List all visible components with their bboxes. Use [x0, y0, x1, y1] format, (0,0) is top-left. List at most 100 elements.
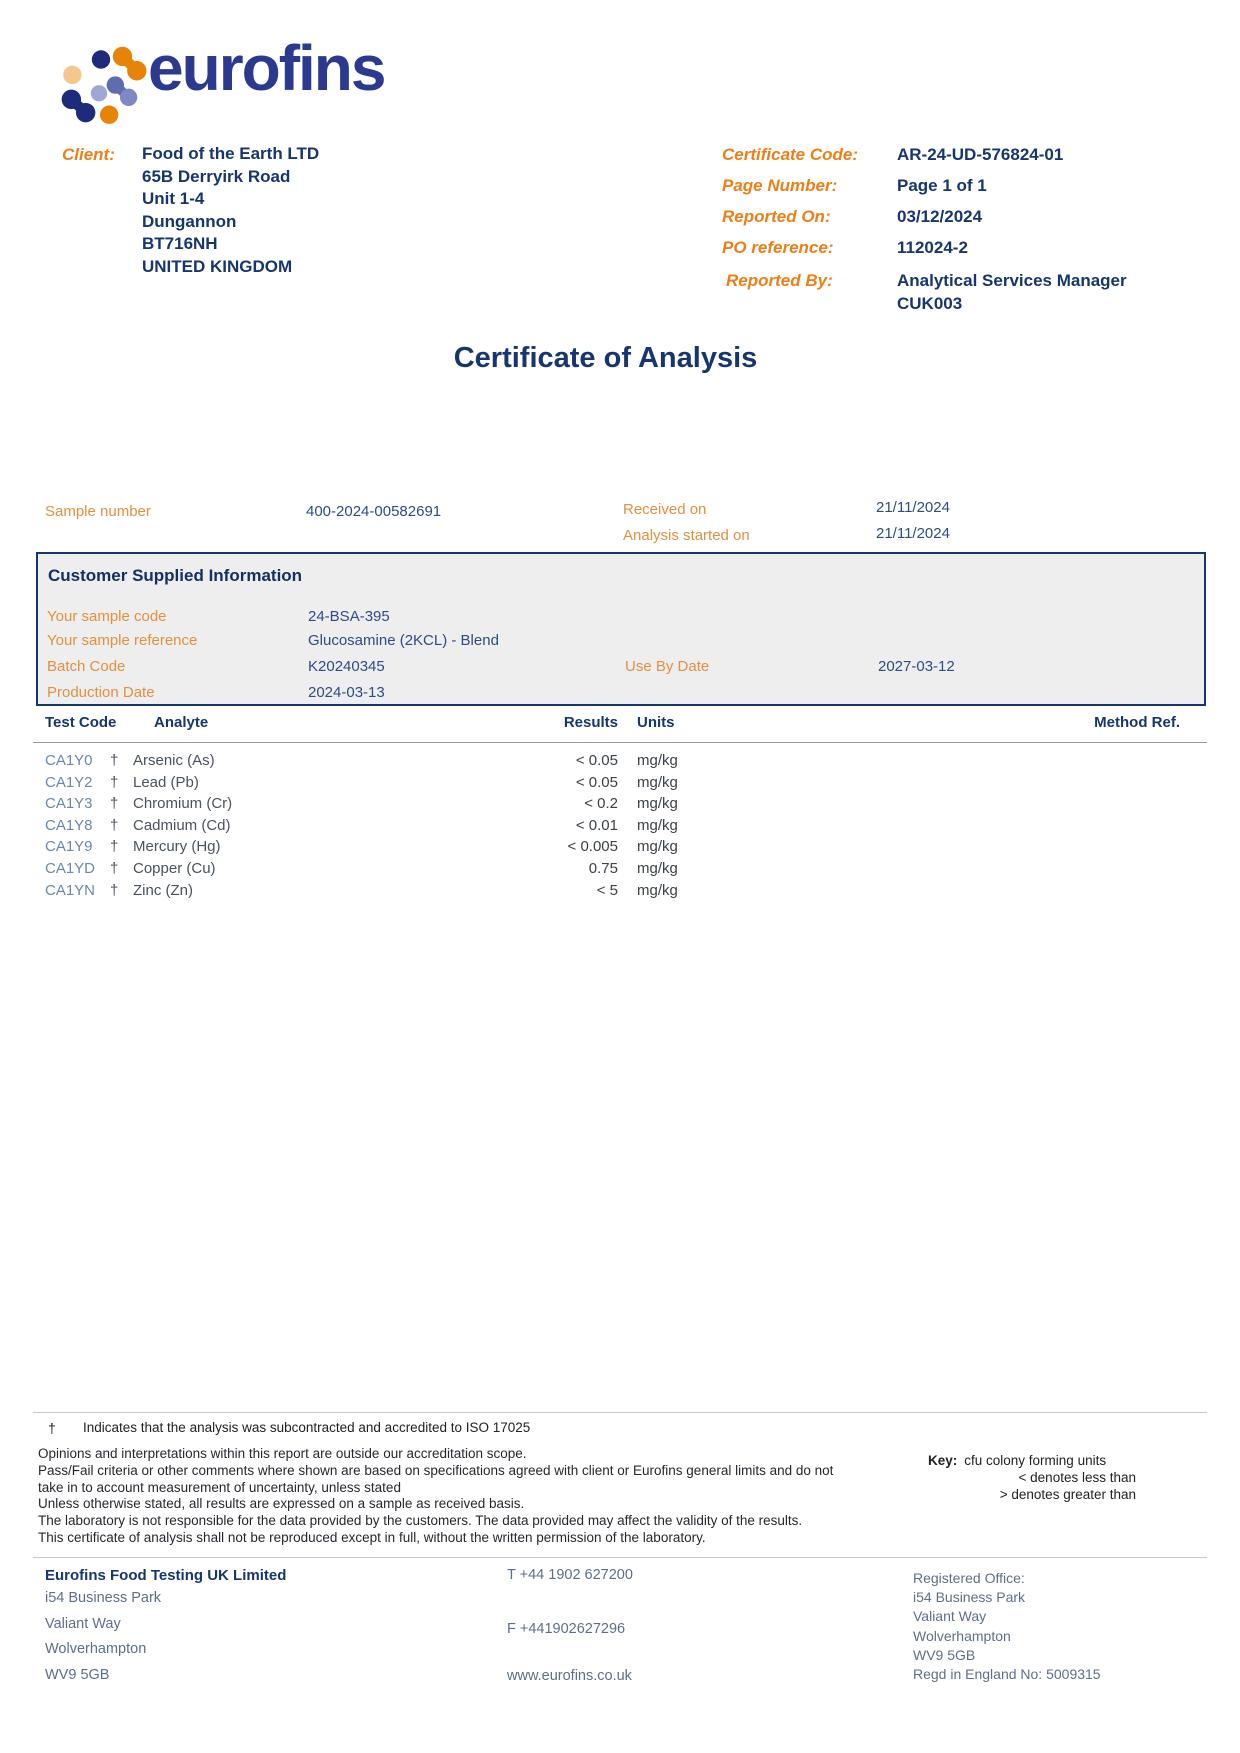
sample-reference-value: Glucosamine (2KCL) - Blend [308, 632, 499, 649]
analyte: Mercury (Hg) [133, 838, 221, 856]
footer-registered-office: Registered Office: i54 Business Park Val… [913, 1569, 1101, 1684]
analyte: Chromium (Cr) [133, 795, 233, 813]
table-row: CA1Y0 † Arsenic (As) < 0.05 mg/kg [33, 752, 1207, 774]
header-analyte: Analyte [154, 714, 209, 731]
sample-reference-label: Your sample reference [47, 632, 198, 649]
disclaimer-line: This certificate of analysis shall not b… [38, 1529, 706, 1545]
test-code: CA1YD [45, 859, 96, 877]
dagger-note: Indicates that the analysis was subcontr… [83, 1420, 531, 1435]
customer-supplied-info-box: Customer Supplied Information Your sampl… [36, 552, 1206, 706]
footer-contact: T +44 1902 627200 F +441902627296 www.eu… [507, 1567, 633, 1684]
eurofins-logo-text: eurofins [148, 32, 386, 104]
key-label: Key: [928, 1453, 958, 1468]
table-row: CA1Y2 † Lead (Pb) < 0.05 mg/kg [33, 774, 1207, 796]
use-by-date-value: 2027-03-12 [878, 658, 955, 675]
footer-company-name: Eurofins Food Testing UK Limited [45, 1567, 287, 1584]
dagger-icon: † [110, 838, 119, 856]
table-row: CA1YN † Zinc (Zn) < 5 mg/kg [33, 882, 1207, 904]
received-on-value: 21/11/2024 [876, 499, 950, 516]
reported-on-value: 03/12/2024 [897, 207, 983, 226]
received-on-label: Received on [623, 501, 707, 518]
header-method-ref: Method Ref. [1094, 714, 1180, 731]
header-units: Units [637, 714, 675, 731]
registered-office-line: Valiant Way [913, 1608, 987, 1625]
result-units: mg/kg [637, 838, 678, 856]
certificate-code-value: AR-24-UD-576824-01 [897, 145, 1064, 164]
certificate-code-label: Certificate Code: [722, 145, 859, 164]
eurofins-logo [55, 36, 147, 133]
page-title: Certificate of Analysis [453, 342, 758, 374]
sample-code-label: Your sample code [47, 608, 167, 625]
customer-supplied-info-title: Customer Supplied Information [48, 566, 303, 585]
footer-website: www.eurofins.co.uk [507, 1668, 632, 1684]
result-units: mg/kg [637, 752, 678, 769]
disclaimer-line: Opinions and interpretations within this… [38, 1446, 527, 1461]
table-row: CA1Y3 † Chromium (Cr) < 0.2 mg/kg [33, 795, 1207, 817]
footer-address-line: Valiant Way [45, 1615, 121, 1632]
results-table: Test Code Analyte Results Units Method R… [33, 714, 1207, 903]
result-units: mg/kg [637, 881, 678, 899]
result-value: < 0.05 [575, 773, 618, 791]
result-value: < 0.05 [575, 752, 618, 769]
client-address-line: Unit 1-4 [142, 189, 205, 209]
sample-code-value: 24-BSA-395 [308, 608, 390, 625]
dagger-icon: † [110, 816, 119, 834]
production-date-value: 2024-03-13 [308, 684, 385, 701]
dagger-icon: † [110, 881, 119, 899]
analyte: Zinc (Zn) [133, 881, 193, 899]
page-number-value: Page 1 of 1 [897, 176, 987, 195]
eurofins-logo-icon [61, 46, 147, 124]
key-legend: Key: cfu colony forming units < denotes … [928, 1452, 1136, 1503]
po-reference-value: 112024-2 [897, 238, 968, 257]
client-label: Client: [62, 145, 115, 164]
result-value: 0.75 [588, 859, 618, 877]
dagger-icon: † [110, 795, 119, 813]
result-units: mg/kg [637, 859, 678, 877]
po-reference-label: PO reference: [722, 238, 834, 257]
footer-address-line: WV9 5GB [45, 1666, 110, 1683]
results-table-header: Test Code Analyte Results Units Method R… [33, 714, 1207, 741]
registered-office-line: Regd in England No: 5009315 [913, 1666, 1101, 1683]
disclaimer-line: Pass/Fail criteria or other comments whe… [38, 1462, 834, 1478]
client-address: Food of the Earth LTD 65B Derryirk Road … [142, 143, 319, 279]
table-row: CA1YD † Copper (Cu) 0.75 mg/kg [33, 860, 1207, 882]
test-code: CA1Y2 [45, 773, 93, 791]
table-row: CA1Y8 † Cadmium (Cd) < 0.01 mg/kg [33, 817, 1207, 839]
results-table-body: CA1Y0 † Arsenic (As) < 0.05 mg/kg CA1Y2 … [33, 743, 1207, 903]
table-row: CA1Y9 † Mercury (Hg) < 0.005 mg/kg [33, 838, 1207, 860]
client-country: UNITED KINGDOM [142, 256, 293, 276]
footnote-divider [33, 1412, 1207, 1413]
key-less-than-note: < denotes less than [1018, 1470, 1136, 1485]
footer-divider [33, 1557, 1207, 1558]
test-code: CA1Y9 [45, 838, 93, 856]
registered-office-line: WV9 5GB [913, 1646, 976, 1663]
footer-address-line: i54 Business Park [45, 1590, 162, 1606]
disclaimer-line: The laboratory is not responsible for th… [38, 1513, 803, 1529]
analyte: Copper (Cu) [133, 859, 216, 877]
header-underline [33, 742, 1207, 743]
client-postcode: BT716NH [142, 234, 218, 254]
result-value: < 5 [596, 881, 618, 899]
footer-phone: T +44 1902 627200 [507, 1567, 633, 1583]
registered-office-line: Registered Office: [913, 1570, 1025, 1586]
registered-office-line: i54 Business Park [913, 1589, 1026, 1606]
analysis-started-value: 21/11/2024 [876, 525, 950, 542]
header-test-code: Test Code [45, 714, 117, 731]
key-greater-than-note: > denotes greater than [999, 1487, 1136, 1502]
result-value: < 0.2 [584, 795, 618, 813]
production-date-label: Production Date [47, 684, 155, 701]
client-address-line: 65B Derryirk Road [142, 166, 291, 186]
disclaimer-text: Opinions and interpretations within this… [38, 1446, 833, 1547]
registered-office-line: Wolverhampton [913, 1627, 1011, 1644]
footer-address-line: Wolverhampton [45, 1641, 147, 1657]
result-units: mg/kg [637, 773, 678, 791]
reported-by-label: Reported By: [726, 271, 833, 290]
client-name: Food of the Earth LTD [142, 144, 320, 163]
dagger-icon: † [110, 859, 119, 877]
dagger-icon: † [48, 1420, 56, 1436]
result-units: mg/kg [637, 795, 678, 813]
test-code: CA1Y3 [45, 795, 93, 813]
reported-by-value: Analytical Services Manager [897, 271, 1127, 290]
sample-number-value: 400-2024-00582691 [306, 503, 442, 520]
